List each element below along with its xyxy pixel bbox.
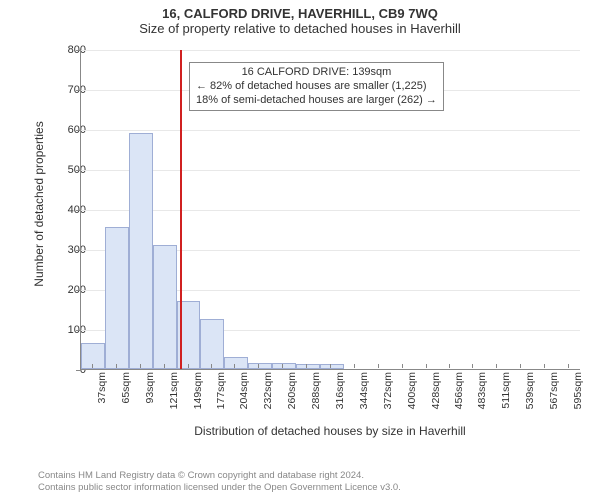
x-tick-label: 93sqm — [144, 372, 156, 422]
histogram-bar — [272, 363, 296, 369]
x-tick-label: 260sqm — [286, 372, 298, 422]
histogram-chart: Number of detached properties 0100200300… — [32, 44, 590, 424]
histogram-bar — [296, 364, 320, 369]
x-tick-label: 511sqm — [500, 372, 512, 422]
x-tick-label: 456sqm — [453, 372, 465, 422]
x-tick-label: 483sqm — [476, 372, 488, 422]
x-axis-label: Distribution of detached houses by size … — [80, 424, 580, 438]
plot-area: 16 CALFORD DRIVE: 139sqm← 82% of detache… — [80, 50, 580, 370]
page-title: 16, CALFORD DRIVE, HAVERHILL, CB9 7WQ — [0, 0, 600, 21]
x-tick-label: 204sqm — [238, 372, 250, 422]
histogram-bar — [81, 343, 105, 369]
x-tick-label: 37sqm — [96, 372, 108, 422]
histogram-bar — [153, 245, 177, 369]
histogram-bar — [224, 357, 248, 369]
x-tick-label: 149sqm — [192, 372, 204, 422]
x-tick-label: 595sqm — [572, 372, 584, 422]
x-tick-label: 177sqm — [215, 372, 227, 422]
x-tick-label: 232sqm — [262, 372, 274, 422]
annotation-box: 16 CALFORD DRIVE: 139sqm← 82% of detache… — [189, 62, 444, 111]
x-tick-label: 121sqm — [168, 372, 180, 422]
x-tick-label: 344sqm — [358, 372, 370, 422]
reference-line — [180, 50, 182, 369]
attribution-line1: Contains HM Land Registry data © Crown c… — [38, 470, 401, 482]
x-tick-label: 65sqm — [120, 372, 132, 422]
x-tick-label: 567sqm — [548, 372, 560, 422]
x-tick-label: 539sqm — [524, 372, 536, 422]
histogram-bar — [320, 364, 344, 369]
x-tick-label: 288sqm — [310, 372, 322, 422]
annotation-line: 16 CALFORD DRIVE: 139sqm — [196, 66, 437, 80]
attribution-text: Contains HM Land Registry data © Crown c… — [38, 470, 401, 494]
histogram-bar — [248, 363, 272, 369]
histogram-bar — [200, 319, 224, 369]
x-tick-label: 372sqm — [382, 372, 394, 422]
x-tick-label: 400sqm — [406, 372, 418, 422]
x-tick-label: 316sqm — [334, 372, 346, 422]
annotation-line: ← 82% of detached houses are smaller (1,… — [196, 80, 437, 94]
attribution-line2: Contains public sector information licen… — [38, 482, 401, 494]
x-tick-label: 428sqm — [430, 372, 442, 422]
page-subtitle: Size of property relative to detached ho… — [0, 21, 600, 38]
histogram-bar — [129, 133, 153, 369]
histogram-bar — [105, 227, 129, 369]
annotation-line: 18% of semi-detached houses are larger (… — [196, 94, 437, 108]
